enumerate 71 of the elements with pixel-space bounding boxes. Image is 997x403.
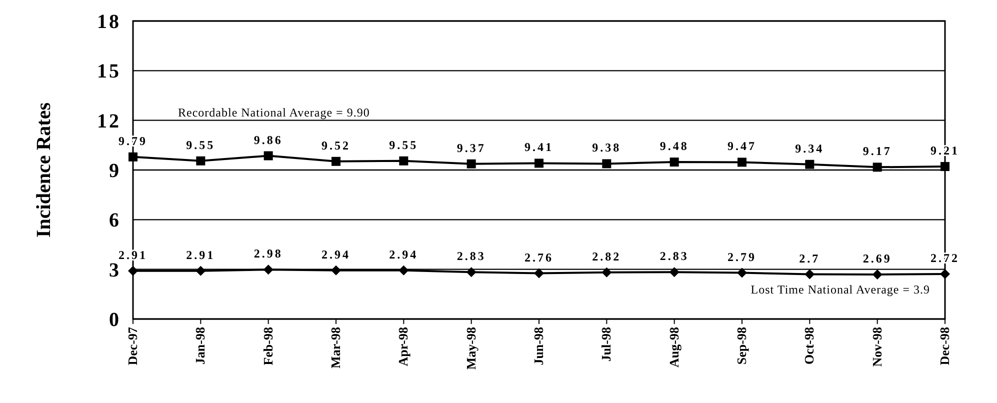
data-label: 9.38 — [592, 140, 622, 155]
point — [534, 268, 544, 278]
y-axis-title: Incidence Rates — [33, 102, 55, 238]
x-tick-label: Jan-98 — [192, 326, 208, 365]
point — [466, 267, 476, 278]
point — [738, 158, 746, 167]
x-tick-label: Dec-98 — [937, 326, 952, 366]
x-tick-label: Feb-98 — [260, 326, 276, 366]
point — [128, 266, 138, 276]
data-label: 2.76 — [524, 250, 554, 264]
data-label: 9.37 — [456, 140, 486, 155]
point — [398, 265, 409, 276]
data-label: 9.34 — [795, 141, 824, 156]
annotation: Lost Time National Average = 3.9 — [750, 282, 930, 296]
data-label: 9.48 — [660, 139, 689, 154]
point — [332, 156, 340, 166]
point — [264, 151, 273, 160]
x-tick-label: Sep-98 — [734, 326, 749, 365]
y-tick-label: 3 — [109, 259, 121, 282]
point — [196, 266, 206, 276]
y-tick-label: 12 — [97, 110, 121, 132]
point — [602, 159, 612, 168]
data-label: 2.83 — [456, 249, 486, 264]
data-label: 2.91 — [186, 248, 216, 262]
point — [940, 268, 950, 279]
x-tick-label: Oct-98 — [802, 326, 817, 365]
y-tick-label: 0 — [109, 309, 121, 331]
point — [940, 162, 950, 172]
data-label: 2.79 — [728, 250, 756, 264]
annotation: Recordable National Average = 9.90 — [178, 105, 370, 120]
data-label: 2.7 — [799, 251, 820, 266]
point — [872, 162, 882, 172]
y-tick-label: 6 — [109, 210, 121, 232]
y-tick-label: 9 — [109, 160, 121, 182]
data-label: 2.69 — [862, 251, 892, 266]
point — [669, 267, 680, 278]
data-label: 2.98 — [254, 246, 283, 261]
point — [331, 265, 341, 276]
x-tick-label: Jun-98 — [531, 326, 546, 366]
y-tick-label: 18 — [97, 11, 121, 33]
data-label: 2.94 — [389, 247, 418, 262]
x-tick-label: Mar-98 — [328, 326, 343, 368]
x-tick-label: Nov-98 — [869, 326, 884, 367]
data-label: 9.55 — [186, 138, 216, 152]
data-label: 2.94 — [322, 247, 350, 262]
point — [602, 267, 612, 278]
data-label: 9.41 — [524, 140, 554, 154]
point — [466, 159, 476, 168]
point — [263, 264, 274, 275]
point — [128, 152, 138, 162]
data-label: 9.47 — [728, 139, 756, 154]
data-label: 2.82 — [592, 249, 622, 264]
y-tick-label: 15 — [97, 60, 121, 83]
point — [534, 158, 544, 168]
data-label: 2.83 — [660, 249, 689, 264]
point — [737, 268, 747, 278]
point — [196, 156, 206, 166]
point — [805, 160, 814, 169]
point — [804, 269, 815, 280]
point — [670, 158, 679, 167]
data-label: 9.17 — [862, 144, 892, 158]
x-tick-label: Aug-98 — [666, 326, 682, 368]
data-label: 9.86 — [254, 132, 283, 147]
point — [399, 156, 408, 166]
x-tick-label: May-98 — [463, 326, 478, 370]
data-label: 9.52 — [322, 138, 350, 152]
x-tick-label: Dec-97 — [125, 326, 140, 366]
x-tick-label: Jul-98 — [598, 326, 614, 362]
data-label: 9.55 — [389, 138, 418, 152]
x-tick-label: Apr-98 — [396, 326, 411, 366]
point — [872, 269, 882, 280]
